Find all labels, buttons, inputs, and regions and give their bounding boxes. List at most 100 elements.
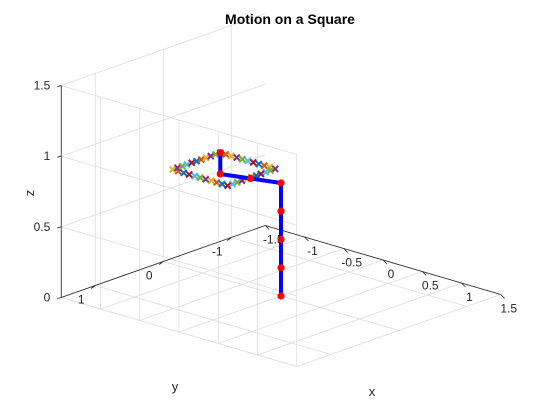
trajectory-marker [201, 175, 210, 183]
arm-joint [277, 179, 285, 187]
trajectory-marker [238, 155, 246, 163]
marker-stroke [173, 164, 182, 172]
marker-stroke [192, 157, 201, 165]
marker-stroke [227, 152, 235, 160]
right-wall-grid-line [61, 155, 297, 226]
trajectory-marker [260, 161, 268, 170]
right-wall-grid-line [61, 226, 297, 297]
marker-stroke [178, 162, 186, 170]
arm-joint [216, 170, 224, 178]
right-wall-grid-line [61, 85, 297, 155]
marker-stroke [196, 173, 204, 182]
trajectory-marker [168, 165, 177, 174]
arm-joint [277, 264, 285, 272]
y-tick-label: 1 [78, 293, 85, 307]
marker-stroke [179, 169, 188, 177]
trajectory-marker [223, 181, 232, 190]
arm-joint [216, 149, 224, 157]
z-tick-label: 1.5 [34, 79, 51, 93]
marker-stroke [222, 150, 230, 159]
z-tick-mark [57, 226, 62, 229]
y-tick-mark [227, 237, 232, 241]
x-tick-labels: -1.5 -1 -0.5 0 0.5 1 1.5 [263, 225, 517, 316]
marker-stroke [218, 180, 226, 188]
marker-stroke [266, 166, 275, 175]
trajectory-marker [218, 180, 226, 188]
marker-stroke [228, 180, 237, 188]
marker-stroke [233, 153, 241, 162]
trajectory-marker [249, 158, 257, 167]
marker-stroke [197, 155, 205, 164]
x-tick-label: 1 [466, 290, 473, 304]
x-tick-mark [343, 248, 349, 253]
marker-stroke [223, 181, 232, 190]
z-tick-mark [57, 85, 62, 87]
marker-stroke [262, 168, 270, 176]
marker-stroke [185, 170, 193, 179]
arm-link [218, 152, 283, 296]
trajectory-marker [190, 172, 199, 180]
trajectory-marker [207, 152, 215, 160]
z-tick-label: 0 [44, 291, 51, 305]
trajectory-marker [185, 170, 193, 179]
z-tick-mark [57, 155, 62, 158]
x-tick-mark [304, 236, 309, 242]
trajectory-marker [179, 169, 188, 177]
trajectory-markers [168, 149, 279, 190]
right-wall-grid-line [61, 297, 297, 367]
trajectory-marker [207, 177, 215, 185]
x-tick-mark [461, 282, 466, 288]
y-tick-mark [159, 261, 164, 265]
chart-title: Motion on a Square [225, 11, 355, 27]
arm-joint [247, 174, 255, 183]
arm-joint [277, 207, 285, 215]
marker-stroke [207, 152, 215, 160]
x-tick-mark [500, 294, 506, 299]
trajectory-marker [257, 170, 265, 178]
trajectory-marker [227, 152, 235, 160]
y-tick-mark [91, 285, 96, 289]
y-axis-title: y [172, 379, 179, 394]
trajectory-marker [196, 173, 204, 182]
floor-grid-line [231, 237, 467, 307]
trajectory-marker [255, 160, 263, 168]
marker-stroke [233, 178, 241, 187]
trajectory-marker [178, 162, 186, 170]
y-tick-labels: -1 0 1 [78, 237, 232, 307]
robot-arm [216, 149, 285, 300]
trajectory-marker [244, 157, 252, 165]
trajectory-marker [183, 160, 191, 169]
marker-stroke [207, 177, 215, 185]
trajectory-marker [192, 157, 201, 165]
y-tick-label: -1 [212, 245, 223, 259]
left-wall-grid-line [61, 154, 266, 228]
x-tick-label: -0.5 [341, 256, 362, 270]
trajectory-marker [262, 168, 270, 176]
floor-grid-line [95, 285, 331, 355]
x-tick-mark [382, 259, 388, 265]
marker-stroke [255, 160, 263, 168]
x-tick-mark [264, 225, 270, 230]
marker-stroke [212, 178, 221, 187]
trajectory-marker [271, 165, 279, 173]
x-tick-label: -1.5 [263, 233, 284, 247]
marker-stroke [190, 172, 199, 180]
trajectory-marker [173, 164, 182, 172]
grid-lines [60, 13, 501, 367]
marker-stroke [183, 160, 191, 169]
trajectory-marker [233, 178, 241, 187]
marker-stroke [271, 165, 279, 173]
left-wall-grid-line [61, 83, 266, 157]
marker-stroke [257, 170, 265, 178]
marker-stroke [260, 161, 268, 170]
trajectory-marker [212, 178, 221, 187]
trajectory-marker [188, 159, 196, 167]
x-axis-title: x [369, 384, 376, 399]
x-tick-label: 0.5 [422, 279, 439, 293]
trajectory-marker [233, 153, 241, 162]
trajectory-marker [202, 154, 210, 162]
marker-stroke [201, 175, 210, 183]
x-tick-label: -1 [307, 244, 318, 258]
trajectory-marker [228, 180, 237, 188]
